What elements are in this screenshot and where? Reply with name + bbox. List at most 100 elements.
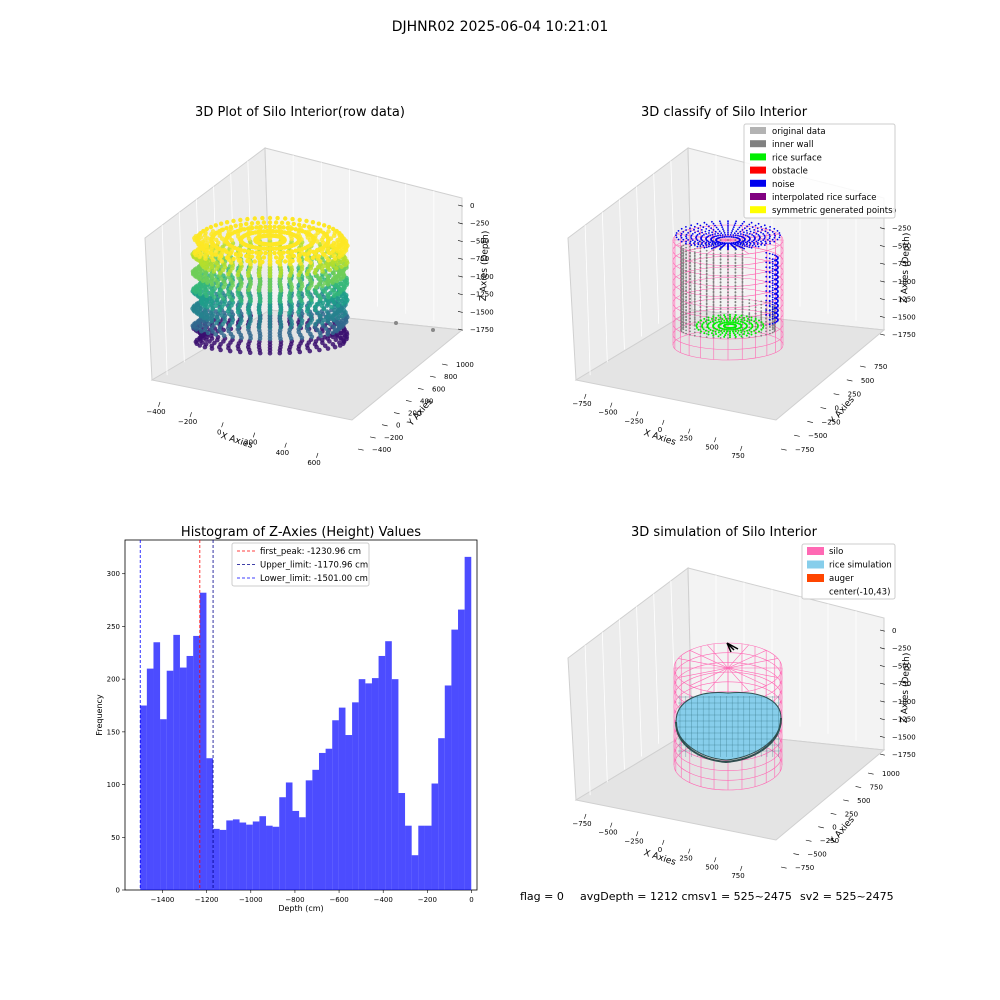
plot2-x-tick-label: −250 — [624, 417, 643, 425]
hist-bar — [285, 782, 293, 890]
hist-x-tick-label: −400 — [374, 896, 393, 904]
plot4-legend: silo rice simulation auger center(-10,43) — [801, 543, 896, 600]
plot4-x-tick-label: −750 — [572, 820, 591, 828]
hist-bar — [411, 855, 419, 890]
plot1-x-tick-label: 600 — [307, 459, 320, 467]
hist-bar — [226, 820, 233, 890]
plot1-z-tick-label: −750 — [470, 255, 489, 263]
plot1-z-tick-label: −1000 — [470, 273, 494, 281]
plot1-y-tick-label: −200 — [384, 434, 403, 442]
legend-swatch — [750, 193, 766, 200]
hist-x-tick-label: −1000 — [239, 896, 263, 904]
plot2-z-tick-label: −1250 — [892, 296, 916, 304]
hist-bar — [299, 817, 306, 890]
plot1-z-tick-label: −1250 — [470, 291, 494, 299]
plot2-y-tick-label: −750 — [795, 446, 814, 454]
hist-bar — [239, 822, 247, 890]
hist-bar — [312, 769, 319, 890]
hist-bar — [352, 702, 359, 890]
plot4-zlabel: Z Axies (Depth) — [900, 653, 912, 724]
plot2-legend-item: symmetric generated points — [772, 206, 893, 216]
plot1-y-tick-label: 600 — [432, 385, 445, 393]
hist-bars — [140, 556, 472, 890]
plot4-auger — [726, 642, 739, 653]
hist-xlabel: Depth (cm) — [278, 904, 323, 913]
plot2-legend-item: interpolated rice surface — [772, 193, 877, 203]
plot2-x-ticks: −750 −500 −250 0 250 500 750 — [572, 393, 745, 460]
plot1-x-tick-label: 400 — [276, 449, 289, 457]
plot1-z-tick-label: −1500 — [470, 308, 494, 316]
plot2-x-tick-label: −500 — [598, 409, 617, 417]
legend-swatch — [750, 206, 766, 214]
plot4-z-tick-label: −1750 — [892, 751, 916, 759]
hist-legend-item: Upper_limit: -1170.96 cm — [260, 561, 368, 571]
hist-bar — [444, 685, 452, 890]
hist-bar — [378, 655, 386, 890]
hist-bar — [153, 642, 161, 890]
hist-bar — [252, 821, 260, 890]
legend-swatch — [750, 179, 766, 187]
plot4-x-tick-label: 250 — [679, 855, 692, 863]
legend-swatch — [750, 140, 766, 148]
hist-bar — [458, 609, 465, 890]
plot1-y-tick-label: 400 — [420, 397, 433, 405]
plot1-y-tick-label: 800 — [444, 373, 457, 381]
footer-flag: flag = 0 — [520, 890, 564, 903]
hist-bar — [332, 720, 339, 890]
plot2-title: 3D classify of Silo Interior — [641, 105, 808, 120]
plot1-z-tick-label: −1750 — [470, 326, 494, 334]
plot2-z-tick-label: −1000 — [892, 278, 916, 286]
plot2-classified-points — [675, 220, 781, 339]
plot1-y-tick-label: 1000 — [456, 361, 474, 369]
hist-bar — [358, 679, 366, 890]
plot2-y-tick-label: −250 — [821, 418, 840, 426]
hist-bar — [345, 735, 353, 890]
plot4-z-tick-label: −1000 — [892, 698, 916, 706]
hist-bar — [166, 670, 174, 890]
plot2-ylabel: Y Axies — [828, 395, 857, 427]
plot4-z-tick-label: −1250 — [892, 716, 916, 724]
plot2-legend-item: rice surface — [772, 153, 822, 163]
hist-y-tick-label: 0 — [116, 887, 120, 895]
hist-y-tick-label: 100 — [107, 781, 120, 789]
plot4-z-tick-label: −750 — [892, 680, 911, 688]
plot2: 3D classify of Silo Interior −750 −500 −25… — [567, 105, 916, 460]
hist-bar — [292, 810, 300, 890]
hist-x-tick-label: −200 — [418, 896, 437, 904]
hist-x-tick-label: −1200 — [195, 896, 219, 904]
hist-bar — [385, 641, 392, 890]
plot2-z-tick-label: −1750 — [892, 331, 916, 339]
plot2-legend-item: noise — [772, 180, 795, 190]
plot1-xlabel: X Axies — [219, 431, 254, 451]
hist-x-tick-label: −600 — [329, 896, 348, 904]
plot1-x-tick-label: −400 — [146, 408, 165, 416]
plot4-legend-item: rice simulation — [829, 561, 892, 571]
hist-y-tick-label: 250 — [107, 623, 120, 631]
plot2-y-tick-label: −500 — [808, 432, 827, 440]
hist-bar — [140, 705, 147, 890]
plot4-z-tick-label: 0 — [892, 627, 896, 635]
hist-y-ticks: 0 50 100 150 200 250 300 — [107, 570, 125, 895]
plot2-x-tick-label: 0 — [658, 426, 662, 434]
plot1-y-tick-label: 0 — [396, 422, 400, 430]
hist-bar — [219, 829, 227, 890]
plot1-y-tick-label: −400 — [372, 446, 391, 454]
hist-bar — [206, 758, 214, 890]
legend-swatch — [807, 560, 824, 569]
hist-reference-lines — [139, 540, 214, 890]
plot4-legend-item: auger — [829, 574, 854, 584]
hist-legend-item: first_peak: -1230.96 cm — [260, 547, 361, 557]
plot2-y-tick-label: 250 — [848, 391, 861, 399]
histogram: Histogram of Z-Axies (Height) Values −14… — [95, 525, 478, 913]
hist-bar — [464, 556, 472, 890]
hist-bar — [213, 828, 220, 890]
footer-sv2: sv2 = 525~2475 — [800, 890, 894, 903]
plot1-y-tick-label: 200 — [408, 410, 421, 418]
plot2-legend-item: obstacle — [772, 167, 808, 177]
plot1-z-tick-label: 0 — [470, 202, 474, 210]
plot4-legend-item: center(-10,43) — [829, 588, 890, 598]
plot4-gridlines — [584, 575, 857, 796]
plot4-title: 3D simulation of Silo Interior — [631, 525, 818, 540]
